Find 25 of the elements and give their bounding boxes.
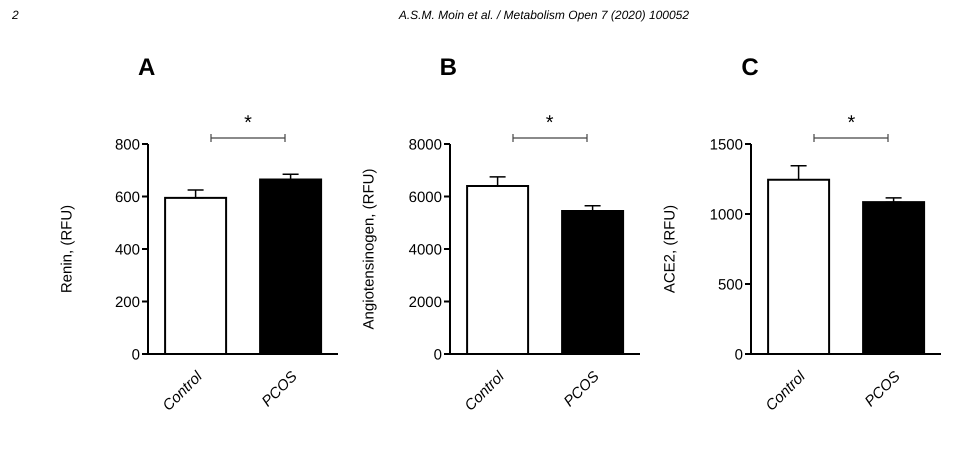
chart-title: C (741, 54, 759, 82)
y-tick-label: 6000 (408, 188, 442, 206)
y-tick-label: 200 (114, 294, 140, 311)
text: A.S.M. Moin et al. / Metabolism Open 7 (2020) 100052 (398, 8, 689, 24)
text: * (846, 112, 856, 135)
chart-title: A (138, 54, 156, 82)
y-tick-label: 0 (132, 346, 140, 364)
y-tick-label: 500 (718, 276, 744, 294)
chart-title: B (440, 54, 458, 82)
text: * (243, 112, 253, 135)
y-tick-label: 600 (114, 188, 140, 206)
y-axis-title: ACE2, (RFU) (662, 204, 679, 294)
text: * (544, 112, 555, 135)
y-tick-label: 8000 (408, 136, 442, 154)
y-tick-label: 1500 (710, 136, 744, 154)
y-tick-label: 1000 (710, 206, 744, 224)
y-tick-label: 0 (433, 346, 442, 364)
text: 2 (12, 8, 19, 24)
y-tick-label: 4000 (408, 241, 442, 258)
y-axis-title: Angiotensinogen, (RFU) (360, 168, 377, 330)
y-tick-label: 400 (114, 241, 140, 258)
y-tick-label: 2000 (408, 294, 442, 311)
y-tick-label: 0 (735, 346, 744, 364)
y-axis-title: Renin, (RFU) (58, 204, 76, 294)
y-tick-label: 800 (114, 136, 140, 154)
